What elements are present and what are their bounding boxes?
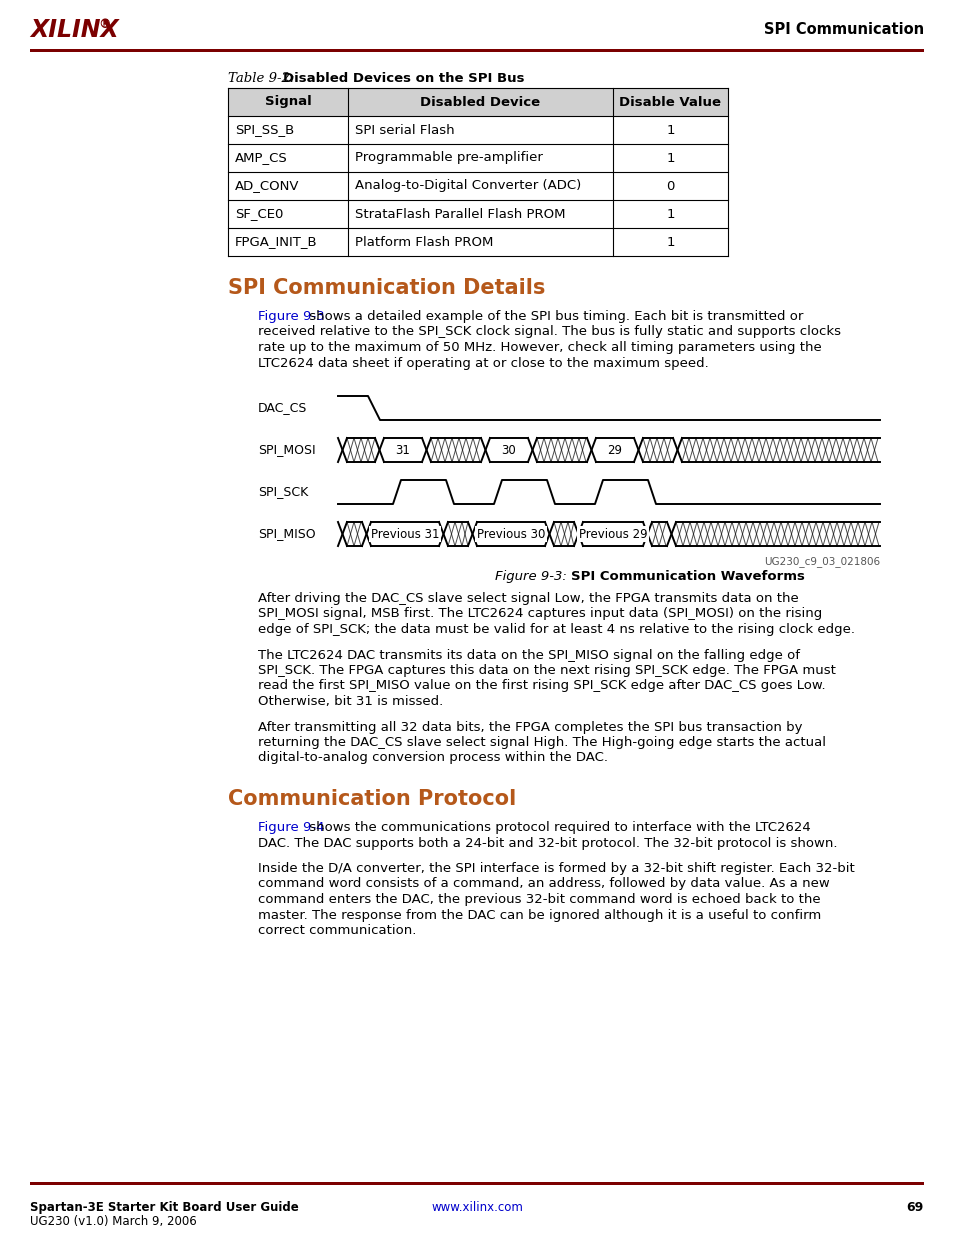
Text: Signal: Signal bbox=[264, 95, 311, 109]
Text: 69: 69 bbox=[905, 1200, 923, 1214]
Text: Otherwise, bit 31 is missed.: Otherwise, bit 31 is missed. bbox=[257, 695, 443, 708]
Text: SPI_SCK. The FPGA captures this data on the next rising SPI_SCK edge. The FPGA m: SPI_SCK. The FPGA captures this data on … bbox=[257, 664, 835, 677]
Text: SPI Communication Waveforms: SPI Communication Waveforms bbox=[571, 571, 804, 583]
Bar bbox=[228, 88, 727, 116]
Text: Figure 9-3:: Figure 9-3: bbox=[495, 571, 566, 583]
Text: command enters the DAC, the previous 32-bit command word is echoed back to the: command enters the DAC, the previous 32-… bbox=[257, 893, 820, 906]
Text: 1: 1 bbox=[665, 236, 674, 248]
Text: SF_CE0: SF_CE0 bbox=[234, 207, 283, 221]
Text: SPI_SCK: SPI_SCK bbox=[257, 485, 308, 499]
Bar bbox=[30, 48, 923, 52]
Text: Disable Value: Disable Value bbox=[618, 95, 720, 109]
Text: Disabled Device: Disabled Device bbox=[420, 95, 540, 109]
Text: After transmitting all 32 data bits, the FPGA completes the SPI bus transaction : After transmitting all 32 data bits, the… bbox=[257, 720, 801, 734]
Text: Disabled Devices on the SPI Bus: Disabled Devices on the SPI Bus bbox=[283, 72, 524, 85]
Text: returning the DAC_CS slave select signal High. The High-going edge starts the ac: returning the DAC_CS slave select signal… bbox=[257, 736, 825, 748]
Text: shows a detailed example of the SPI bus timing. Each bit is transmitted or: shows a detailed example of the SPI bus … bbox=[305, 310, 802, 324]
Text: 31: 31 bbox=[395, 443, 410, 457]
Text: Platform Flash PROM: Platform Flash PROM bbox=[355, 236, 493, 248]
Text: SPI Communication: SPI Communication bbox=[763, 22, 923, 37]
Text: 1: 1 bbox=[665, 207, 674, 221]
Text: Table 9-2:: Table 9-2: bbox=[228, 72, 302, 85]
Bar bbox=[30, 1182, 923, 1186]
Text: SPI_MOSI: SPI_MOSI bbox=[257, 443, 315, 457]
Text: master. The response from the DAC can be ignored although it is a useful to conf: master. The response from the DAC can be… bbox=[257, 909, 821, 921]
Text: Programmable pre-amplifier: Programmable pre-amplifier bbox=[355, 152, 542, 164]
Text: After driving the DAC_CS slave select signal Low, the FPGA transmits data on the: After driving the DAC_CS slave select si… bbox=[257, 592, 798, 605]
Text: Previous 29: Previous 29 bbox=[578, 527, 647, 541]
Text: DAC. The DAC supports both a 24-bit and 32-bit protocol. The 32-bit protocol is : DAC. The DAC supports both a 24-bit and … bbox=[257, 836, 837, 850]
Text: LTC2624 data sheet if operating at or close to the maximum speed.: LTC2624 data sheet if operating at or cl… bbox=[257, 357, 708, 369]
Text: www.xilinx.com: www.xilinx.com bbox=[431, 1200, 522, 1214]
Text: StrataFlash Parallel Flash PROM: StrataFlash Parallel Flash PROM bbox=[355, 207, 565, 221]
Text: command word consists of a command, an address, followed by data value. As a new: command word consists of a command, an a… bbox=[257, 878, 829, 890]
Text: SPI_MISO: SPI_MISO bbox=[257, 527, 315, 541]
Text: SPI_SS_B: SPI_SS_B bbox=[234, 124, 294, 137]
Text: 30: 30 bbox=[501, 443, 516, 457]
Text: 1: 1 bbox=[665, 152, 674, 164]
Text: edge of SPI_SCK; the data must be valid for at least 4 ns relative to the rising: edge of SPI_SCK; the data must be valid … bbox=[257, 622, 854, 636]
Text: Communication Protocol: Communication Protocol bbox=[228, 789, 516, 809]
Text: DAC_CS: DAC_CS bbox=[257, 401, 307, 415]
Text: XILINX: XILINX bbox=[30, 19, 118, 42]
Text: AD_CONV: AD_CONV bbox=[234, 179, 299, 193]
Text: 0: 0 bbox=[665, 179, 674, 193]
Text: digital-to-analog conversion process within the DAC.: digital-to-analog conversion process wit… bbox=[257, 752, 607, 764]
Text: Previous 30: Previous 30 bbox=[476, 527, 544, 541]
Text: rate up to the maximum of 50 MHz. However, check all timing parameters using the: rate up to the maximum of 50 MHz. Howeve… bbox=[257, 341, 821, 354]
Text: AMP_CS: AMP_CS bbox=[234, 152, 288, 164]
Text: correct communication.: correct communication. bbox=[257, 924, 416, 937]
Text: Spartan-3E Starter Kit Board User Guide: Spartan-3E Starter Kit Board User Guide bbox=[30, 1200, 298, 1214]
Text: UG230 (v1.0) March 9, 2006: UG230 (v1.0) March 9, 2006 bbox=[30, 1215, 196, 1228]
Text: Analog-to-Digital Converter (ADC): Analog-to-Digital Converter (ADC) bbox=[355, 179, 580, 193]
Text: FPGA_INIT_B: FPGA_INIT_B bbox=[234, 236, 317, 248]
Text: SPI_MOSI signal, MSB first. The LTC2624 captures input data (SPI_MOSI) on the ri: SPI_MOSI signal, MSB first. The LTC2624 … bbox=[257, 608, 821, 620]
Text: SPI serial Flash: SPI serial Flash bbox=[355, 124, 455, 137]
Text: 1: 1 bbox=[665, 124, 674, 137]
Text: received relative to the SPI_SCK clock signal. The bus is fully static and suppo: received relative to the SPI_SCK clock s… bbox=[257, 326, 841, 338]
Text: read the first SPI_MISO value on the first rising SPI_SCK edge after DAC_CS goes: read the first SPI_MISO value on the fir… bbox=[257, 679, 824, 693]
Text: ®: ® bbox=[98, 19, 111, 31]
Text: UG230_c9_03_021806: UG230_c9_03_021806 bbox=[763, 556, 879, 567]
Text: The LTC2624 DAC transmits its data on the SPI_MISO signal on the falling edge of: The LTC2624 DAC transmits its data on th… bbox=[257, 648, 800, 662]
Text: Figure 9-3: Figure 9-3 bbox=[257, 310, 324, 324]
Text: Inside the D/A converter, the SPI interface is formed by a 32-bit shift register: Inside the D/A converter, the SPI interf… bbox=[257, 862, 854, 876]
Text: SPI Communication Details: SPI Communication Details bbox=[228, 278, 545, 298]
Text: Previous 31: Previous 31 bbox=[371, 527, 438, 541]
Text: shows the communications protocol required to interface with the LTC2624: shows the communications protocol requir… bbox=[305, 821, 810, 834]
Text: Figure 9-4: Figure 9-4 bbox=[257, 821, 324, 834]
Text: 29: 29 bbox=[607, 443, 622, 457]
